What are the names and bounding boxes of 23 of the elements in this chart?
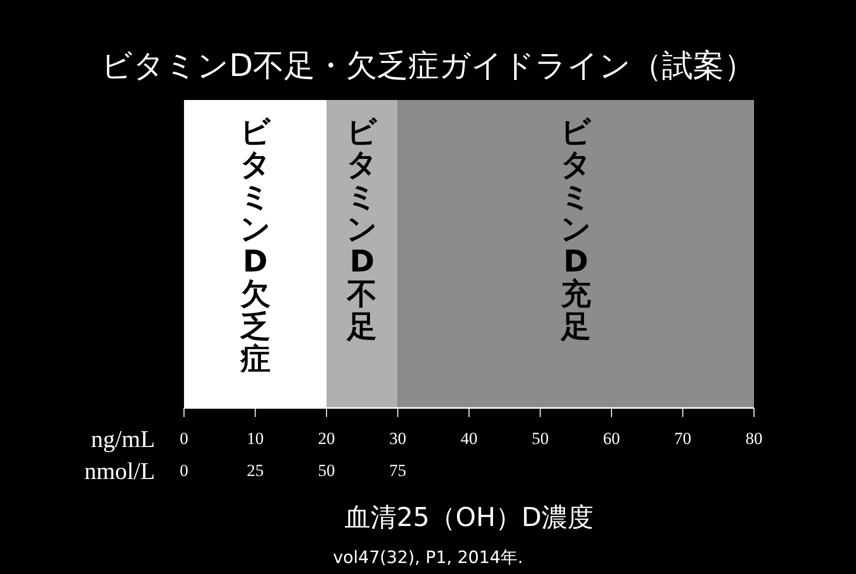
x-tick-label: 70 bbox=[674, 429, 692, 448]
series-label: ビタミンD欠乏症 bbox=[239, 115, 271, 377]
x-tick-label: 40 bbox=[460, 429, 478, 448]
x2-tick-label: 50 bbox=[318, 461, 335, 480]
chart-title: ビタミンD不足・欠乏症ガイドライン（試案） bbox=[101, 48, 755, 84]
x2-tick-label: 75 bbox=[389, 461, 406, 480]
x-tick-label: 60 bbox=[603, 429, 620, 448]
x-tick-label: 10 bbox=[246, 429, 264, 448]
x-tick-label: 30 bbox=[389, 429, 406, 448]
x-tick-label: 0 bbox=[180, 429, 188, 448]
x-axis-title: 血清25（OH）D濃度 bbox=[344, 503, 594, 533]
x-tick-label: 80 bbox=[746, 429, 762, 448]
x2-tick-label: 0 bbox=[180, 461, 188, 480]
bar bbox=[326, 100, 398, 408]
series-label: ビタミンD不足 bbox=[346, 115, 378, 344]
x-tick-label: 20 bbox=[318, 429, 335, 448]
series-label: ビタミンD充足 bbox=[560, 115, 592, 344]
text: nmol/L bbox=[84, 459, 155, 485]
x-tick-label: 50 bbox=[532, 429, 549, 448]
text: vol47(32), P1, 2014年. bbox=[332, 548, 524, 568]
text: ng/mL bbox=[91, 427, 155, 453]
bar bbox=[398, 100, 754, 408]
x2-tick-label: 25 bbox=[246, 461, 264, 480]
